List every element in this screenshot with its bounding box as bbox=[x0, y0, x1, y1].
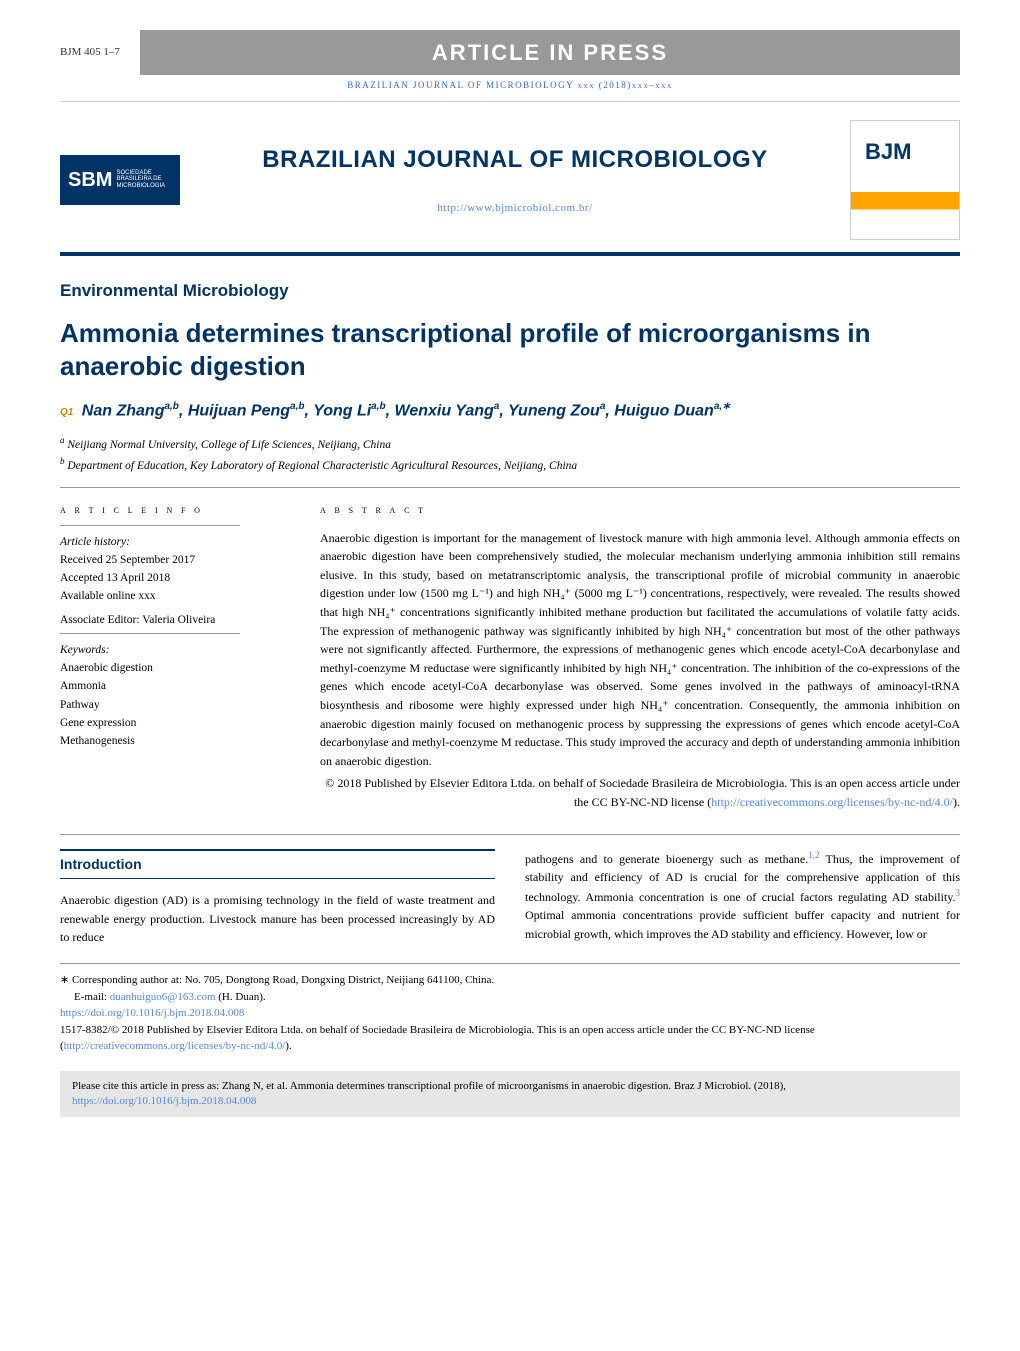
keyword-3: Pathway bbox=[60, 697, 290, 714]
info-abstract-row: a r t i c l e i n f o Article history: R… bbox=[60, 487, 960, 811]
author-1-aff: a,b bbox=[164, 401, 178, 412]
journal-title: BRAZILIAN JOURNAL OF MICROBIOLOGY bbox=[180, 142, 850, 178]
corresponding-author: ∗ Corresponding author at: No. 705, Dong… bbox=[60, 972, 960, 989]
received-date: Received 25 September 2017 bbox=[60, 552, 290, 569]
abstract-copyright: © 2018 Published by Elsevier Editora Ltd… bbox=[320, 774, 960, 811]
author-2: Huijuan Peng bbox=[188, 402, 290, 419]
article-title: Ammonia determines transcriptional profi… bbox=[60, 317, 960, 382]
keyword-4: Gene expression bbox=[60, 715, 290, 732]
bjm-cover-logo bbox=[850, 120, 960, 240]
history-label: Article history: bbox=[60, 534, 290, 551]
author-3: Yong Li bbox=[313, 402, 371, 419]
intro-left-body: Anaerobic digestion (AD) is a promising … bbox=[60, 891, 495, 947]
footnotes: ∗ Corresponding author at: No. 705, Dong… bbox=[60, 963, 960, 1055]
author-4: Wenxiu Yang bbox=[395, 402, 494, 419]
info-rule-1 bbox=[60, 525, 240, 526]
journal-title-block: BRAZILIAN JOURNAL OF MICROBIOLOGY http:/… bbox=[180, 142, 850, 217]
article-in-press-label: ARTICLE IN PRESS bbox=[432, 40, 668, 65]
accepted-date: Accepted 13 April 2018 bbox=[60, 570, 290, 587]
right-column: pathogens and to generate bioenergy such… bbox=[525, 835, 960, 947]
author-6-aff: a,∗ bbox=[714, 401, 731, 412]
query-marker-q1: Q1 bbox=[60, 407, 73, 418]
article-code: BJM 405 1–7 bbox=[60, 44, 120, 61]
reference-3[interactable]: 3 bbox=[956, 888, 961, 898]
sbm-logo-text: SBM bbox=[68, 165, 112, 195]
info-rule-2 bbox=[60, 633, 240, 634]
citation-doi-link[interactable]: https://doi.org/10.1016/j.bjm.2018.04.00… bbox=[72, 1095, 256, 1107]
article-info-heading: a r t i c l e i n f o bbox=[60, 502, 290, 519]
available-date: Available online xxx bbox=[60, 588, 290, 605]
abstract-body: Anaerobic digestion is important for the… bbox=[320, 529, 960, 771]
body-two-column: Introduction Anaerobic digestion (AD) is… bbox=[60, 834, 960, 947]
sbm-logo: SBM SOCIEDADE BRASILEIRA DE MICROBIOLOGI… bbox=[60, 155, 180, 205]
intro-right-body-3: Optimal ammonia concentrations provide s… bbox=[525, 908, 960, 941]
abstract-heading: a b s t r a c t bbox=[320, 502, 960, 519]
author-5: Yuneng Zou bbox=[508, 402, 600, 419]
citation-text: Please cite this article in press as: Zh… bbox=[72, 1080, 786, 1092]
keywords-label: Keywords: bbox=[60, 642, 290, 659]
affiliation-a: a Neijiang Normal University, College of… bbox=[60, 433, 960, 454]
authors-list: Q1 Nan Zhanga,b, Huijuan Penga,b, Yong L… bbox=[60, 400, 960, 423]
intro-right-body-1: pathogens and to generate bioenergy such… bbox=[525, 852, 808, 866]
corresponding-email: E-mail: duanhuiguo6@163.com (H. Duan). bbox=[60, 989, 960, 1006]
sbm-logo-subtext: SOCIEDADE BRASILEIRA DE MICROBIOLOGIA bbox=[116, 170, 172, 190]
author-1: Nan Zhang bbox=[82, 402, 165, 419]
journal-citation-line: BRAZILIAN JOURNAL OF MICROBIOLOGY xxx (2… bbox=[60, 79, 960, 93]
keyword-1: Anaerobic digestion bbox=[60, 660, 290, 677]
cc-license-link-footer[interactable]: http://creativecommons.org/licenses/by-n… bbox=[64, 1040, 286, 1052]
article-info-column: a r t i c l e i n f o Article history: R… bbox=[60, 502, 290, 811]
left-column: Introduction Anaerobic digestion (AD) is… bbox=[60, 835, 495, 947]
introduction-heading: Introduction bbox=[60, 849, 495, 880]
top-bar: BJM 405 1–7 ARTICLE IN PRESS bbox=[60, 30, 960, 75]
abstract-column: a b s t r a c t Anaerobic digestion is i… bbox=[320, 502, 960, 811]
journal-header: SBM SOCIEDADE BRASILEIRA DE MICROBIOLOGI… bbox=[60, 101, 960, 256]
author-3-aff: a,b bbox=[371, 401, 385, 412]
email-link[interactable]: duanhuiguo6@163.com bbox=[110, 991, 216, 1003]
author-2-aff: a,b bbox=[290, 401, 304, 412]
affiliation-b: b Department of Education, Key Laborator… bbox=[60, 454, 960, 475]
article-in-press-banner: ARTICLE IN PRESS bbox=[140, 30, 960, 75]
citation-box: Please cite this article in press as: Zh… bbox=[60, 1071, 960, 1118]
keyword-5: Methanogenesis bbox=[60, 733, 290, 750]
keyword-2: Ammonia bbox=[60, 678, 290, 695]
reference-1-2[interactable]: 1,2 bbox=[808, 850, 819, 860]
cc-license-link[interactable]: http://creativecommons.org/licenses/by-n… bbox=[711, 795, 953, 809]
doi-link[interactable]: https://doi.org/10.1016/j.bjm.2018.04.00… bbox=[60, 1007, 244, 1019]
associate-editor: Associate Editor: Valeria Oliveira bbox=[60, 612, 290, 629]
author-6: Huiguo Duan bbox=[614, 402, 714, 419]
affiliations: a Neijiang Normal University, College of… bbox=[60, 433, 960, 475]
journal-url-link[interactable]: http://www.bjmicrobiol.com.br/ bbox=[180, 200, 850, 217]
issn-copyright: 1517-8382/© 2018 Published by Elsevier E… bbox=[60, 1022, 960, 1055]
article-section: Environmental Microbiology bbox=[60, 278, 960, 304]
